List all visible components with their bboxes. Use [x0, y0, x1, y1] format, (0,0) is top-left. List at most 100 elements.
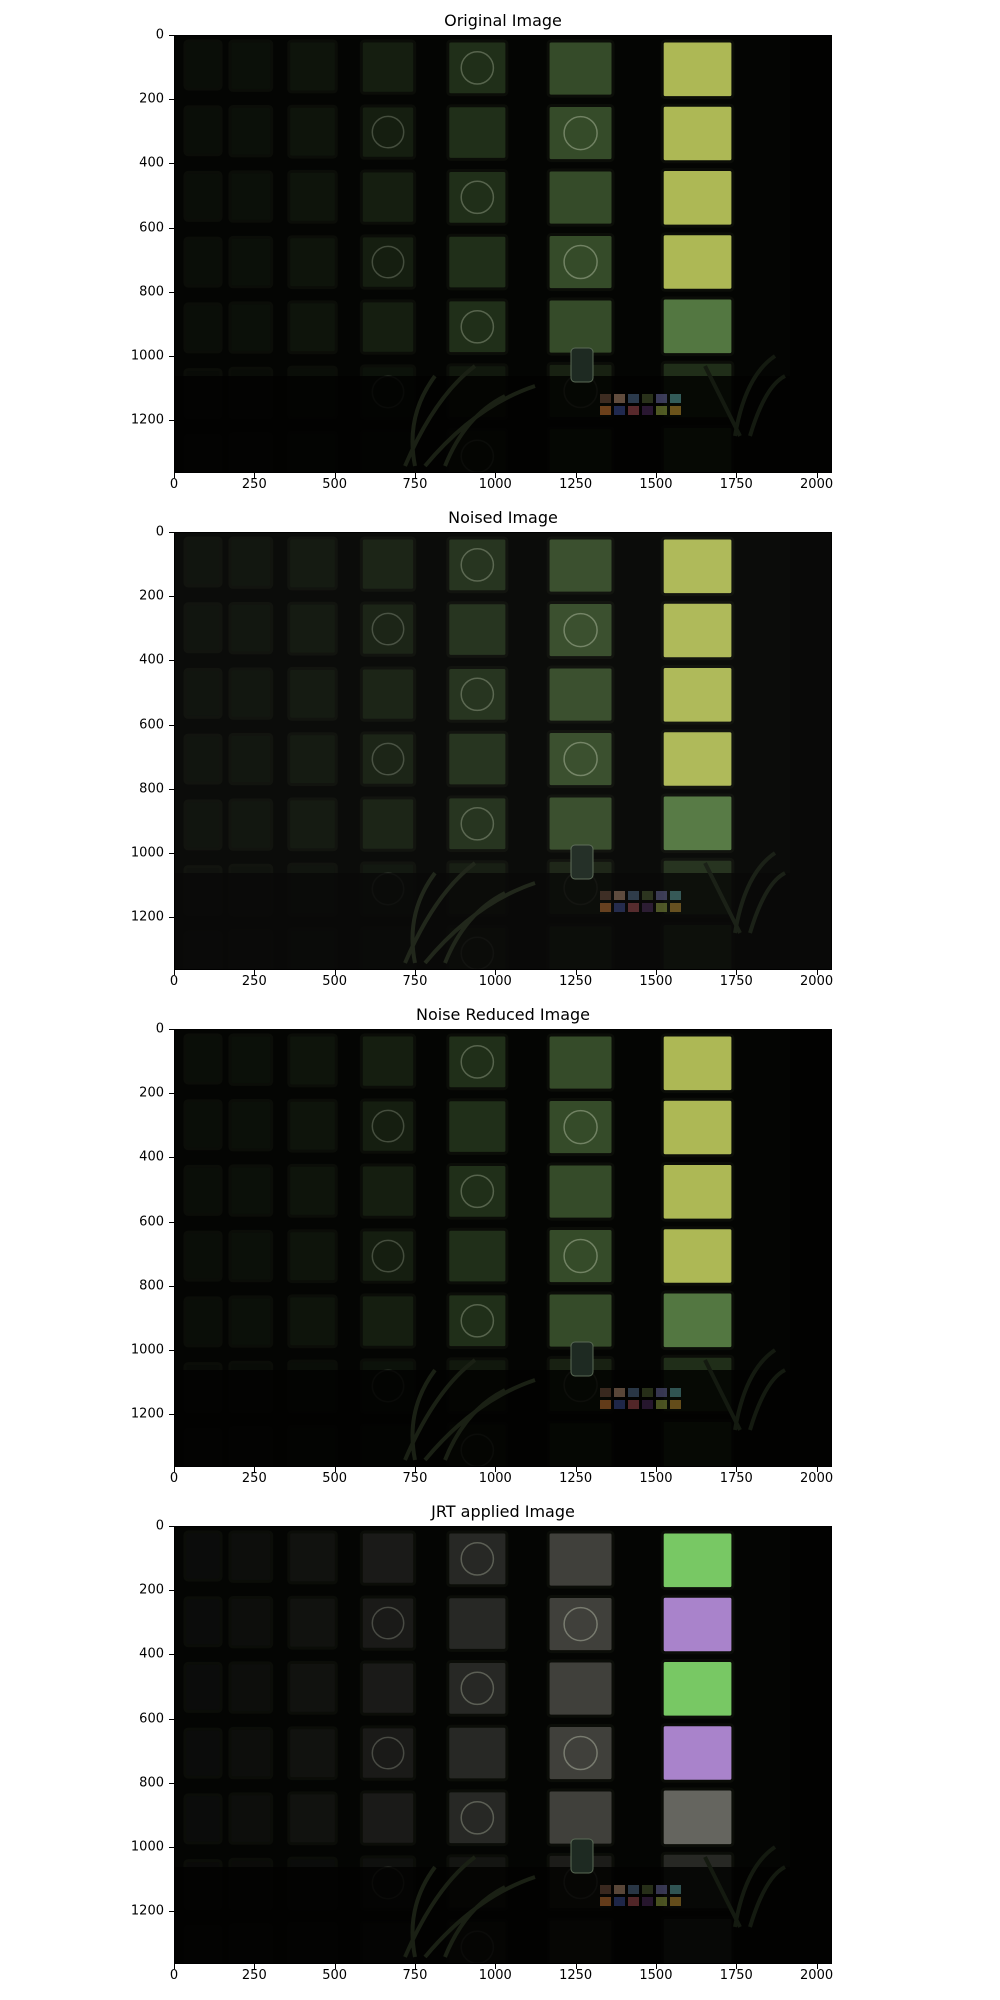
glass-pattern — [563, 1109, 598, 1145]
glass-pattern — [371, 1606, 405, 1640]
glass-block — [287, 300, 338, 355]
glass-block — [228, 1295, 274, 1348]
color-patch — [670, 891, 681, 900]
x-tick-label: 500 — [322, 1968, 348, 1983]
color-patch — [670, 1897, 681, 1906]
glass-block — [546, 1788, 615, 1847]
image-noised — [175, 533, 831, 969]
y-tick-label: 400 — [139, 1646, 164, 1662]
x-tick-mark — [575, 1467, 577, 1472]
color-patch — [628, 1885, 639, 1894]
glass-block — [183, 1099, 223, 1151]
glass-block — [359, 1595, 417, 1651]
glass-block — [546, 39, 615, 98]
color-patch — [600, 1885, 611, 1894]
glass-block — [183, 1164, 223, 1216]
glass-block — [660, 1290, 735, 1351]
glass-block — [287, 1530, 338, 1585]
x-tick-label: 1500 — [639, 477, 673, 492]
y-tick-label: 1200 — [130, 1903, 164, 1919]
glass-block — [359, 601, 417, 657]
glass-block — [660, 793, 735, 854]
glass-block — [287, 1033, 338, 1088]
glass-block — [183, 1793, 223, 1845]
mug — [570, 347, 594, 383]
x-tick-label: 0 — [169, 1471, 179, 1486]
y-tick-mark — [169, 355, 174, 357]
x-tick-mark — [495, 473, 497, 478]
x-tick-label: 1500 — [639, 1968, 673, 1983]
glass-block — [446, 298, 509, 356]
color-patch — [628, 1897, 639, 1906]
x-tick-mark — [816, 970, 818, 975]
x-tick-mark — [736, 473, 738, 478]
color-patch — [656, 891, 667, 900]
x-tick-mark — [414, 1467, 416, 1472]
glass-pattern — [460, 1303, 495, 1338]
glass-pattern — [460, 1045, 495, 1079]
y-tick-label: 600 — [139, 1711, 164, 1727]
x-tick-label: 2000 — [800, 1471, 834, 1486]
color-patch — [628, 1388, 639, 1397]
color-patch — [614, 1400, 625, 1409]
glass-block — [660, 1097, 735, 1158]
plant — [403, 1358, 536, 1462]
x-tick-mark — [334, 970, 336, 975]
y-tick-label: 1000 — [130, 348, 164, 364]
x-tick-mark — [174, 473, 175, 478]
x-tick-mark — [414, 473, 416, 478]
x-tick-label: 2000 — [800, 477, 834, 492]
x-tick-label: 2000 — [800, 1968, 834, 1983]
x-tick-label: 750 — [402, 1471, 428, 1486]
x-tick-label: 500 — [322, 1471, 348, 1486]
glass-block — [446, 233, 509, 291]
y-tick-label: 800 — [139, 1278, 164, 1294]
color-patch — [628, 394, 639, 403]
glass-block — [228, 1164, 274, 1217]
color-patch — [600, 903, 611, 912]
glass-block — [546, 1595, 615, 1654]
plant — [703, 1845, 787, 1928]
y-tick-mark — [169, 1157, 174, 1159]
panel-title: Noised Image — [448, 508, 558, 527]
glass-block — [660, 536, 735, 597]
color-patch — [642, 891, 653, 900]
color-patch — [600, 1388, 611, 1397]
glass-block — [546, 104, 615, 163]
image-reduced — [175, 1030, 831, 1466]
glass-block — [183, 799, 223, 851]
y-tick-label: 800 — [139, 1775, 164, 1791]
x-tick-label: 750 — [402, 477, 428, 492]
glass-block — [546, 233, 615, 292]
y-tick-label: 600 — [139, 1214, 164, 1230]
glass-block — [359, 1530, 417, 1586]
glass-block — [287, 235, 338, 290]
glass-pattern — [563, 612, 598, 648]
glass-block — [446, 1595, 509, 1652]
y-tick-mark — [169, 596, 174, 598]
color-patch — [600, 406, 611, 415]
glass-block — [359, 1660, 417, 1716]
y-tick-label: 0 — [155, 524, 164, 540]
glass-block — [546, 1162, 615, 1221]
color-patch — [628, 1400, 639, 1409]
panel-jrt: JRT applied Image 0 250 500 750 1000 1250 1500 1… — [0, 1491, 1000, 1991]
x-tick-label: 0 — [169, 477, 179, 492]
glass-block — [359, 1228, 417, 1284]
panel-noised: Noised Image 0 250 500 750 1000 1250 1500 1750 20… — [0, 497, 1000, 997]
x-tick-label: 250 — [241, 477, 267, 492]
x-tick-mark — [495, 1467, 497, 1472]
plant — [403, 861, 536, 965]
x-tick-label: 1250 — [559, 1471, 593, 1486]
y-tick-mark — [169, 917, 174, 919]
color-patch — [600, 1897, 611, 1906]
glass-block — [546, 1033, 615, 1092]
color-patch — [656, 1388, 667, 1397]
glass-block — [660, 1787, 735, 1848]
glass-block — [228, 1530, 274, 1583]
glass-block — [446, 1292, 509, 1350]
x-tick-label: 1750 — [719, 1471, 753, 1486]
glass-block — [660, 600, 735, 661]
glass-pattern — [460, 180, 495, 215]
glass-block — [660, 168, 735, 228]
